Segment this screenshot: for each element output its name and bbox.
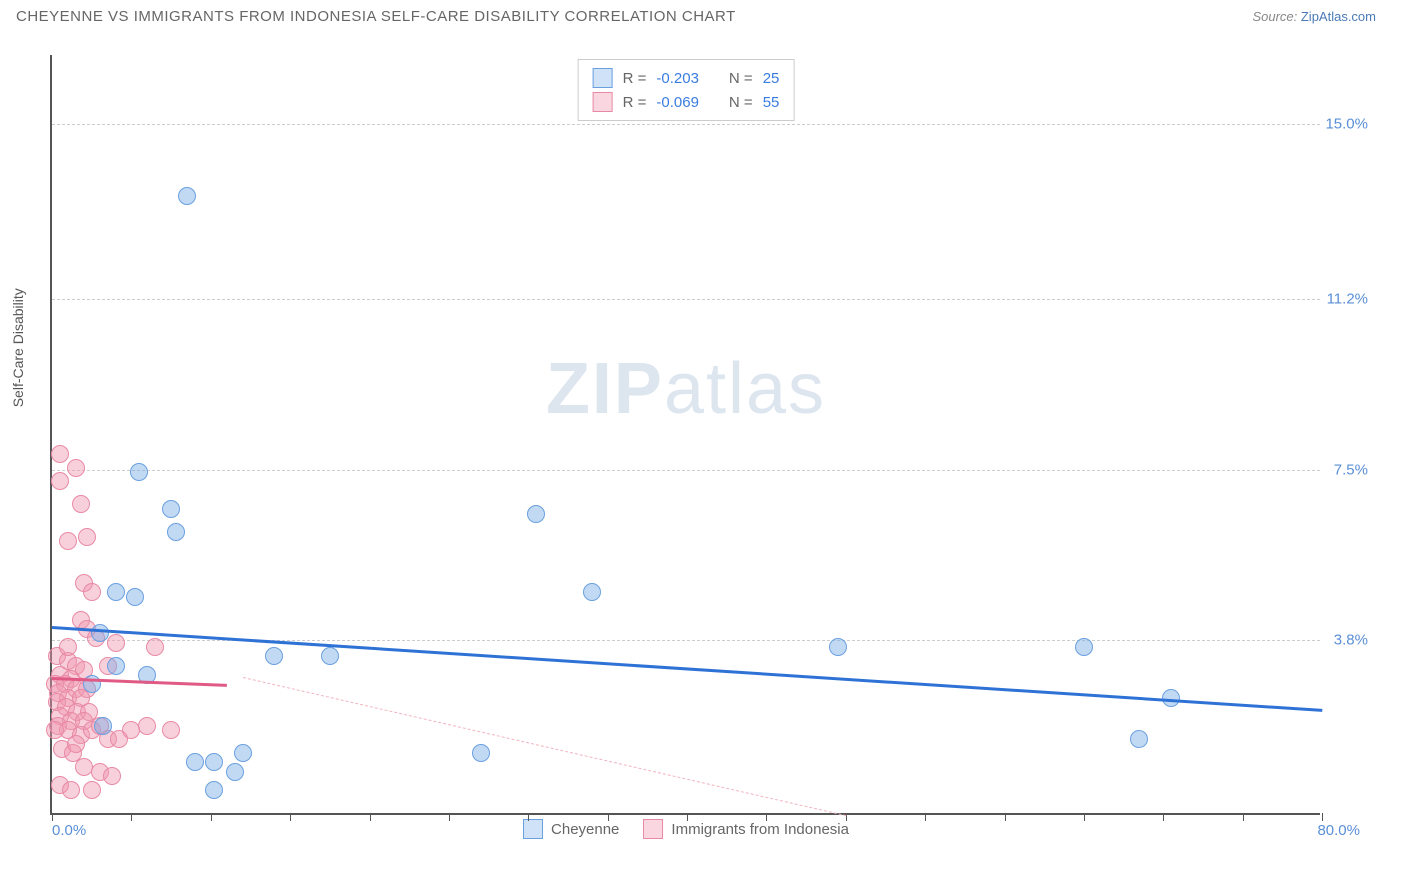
data-point-indonesia <box>83 781 101 799</box>
legend-item-cheyenne: Cheyenne <box>523 819 619 839</box>
trend-line-dashed <box>242 677 845 816</box>
n-label: N = <box>729 70 753 87</box>
data-point-cheyenne <box>178 187 196 205</box>
series-legend: Cheyenne Immigrants from Indonesia <box>523 819 849 839</box>
source-attribution: Source: ZipAtlas.com <box>1252 9 1376 24</box>
data-point-cheyenne <box>205 753 223 771</box>
y-tick-label: 3.8% <box>1334 631 1368 648</box>
chart-header: CHEYENNE VS IMMIGRANTS FROM INDONESIA SE… <box>0 0 1406 33</box>
data-point-cheyenne <box>321 647 339 665</box>
watermark-atlas: atlas <box>664 349 826 429</box>
x-origin-label: 0.0% <box>52 822 86 839</box>
x-tick <box>1322 813 1323 821</box>
data-point-cheyenne <box>107 657 125 675</box>
data-point-indonesia <box>62 781 80 799</box>
stats-row-cheyenne: R = -0.203 N = 25 <box>593 66 780 90</box>
data-point-cheyenne <box>527 505 545 523</box>
gridline <box>52 299 1320 300</box>
data-point-indonesia <box>51 445 69 463</box>
data-point-cheyenne <box>472 744 490 762</box>
data-point-cheyenne <box>234 744 252 762</box>
y-tick-label: 11.2% <box>1327 291 1368 308</box>
x-tick <box>131 813 132 821</box>
data-point-indonesia <box>107 634 125 652</box>
y-tick-label: 15.0% <box>1325 116 1368 133</box>
chart-title: CHEYENNE VS IMMIGRANTS FROM INDONESIA SE… <box>16 8 736 25</box>
x-tick <box>528 813 529 821</box>
data-point-indonesia <box>72 495 90 513</box>
data-point-indonesia <box>103 767 121 785</box>
data-point-cheyenne <box>186 753 204 771</box>
y-axis-label: Self-Care Disability <box>10 288 26 407</box>
chart-area: Self-Care Disability ZIPatlas R = -0.203… <box>50 55 1360 815</box>
data-point-cheyenne <box>1130 730 1148 748</box>
data-point-cheyenne <box>167 523 185 541</box>
x-max-label: 80.0% <box>1317 822 1360 839</box>
x-tick <box>290 813 291 821</box>
n-value-indonesia: 55 <box>763 94 780 111</box>
swatch-indonesia <box>593 92 613 112</box>
x-tick <box>1005 813 1006 821</box>
data-point-indonesia <box>59 532 77 550</box>
data-point-indonesia <box>78 528 96 546</box>
data-point-cheyenne <box>265 647 283 665</box>
x-tick <box>766 813 767 821</box>
data-point-cheyenne <box>91 624 109 642</box>
watermark: ZIPatlas <box>546 348 826 430</box>
data-point-cheyenne <box>205 781 223 799</box>
data-point-cheyenne <box>226 763 244 781</box>
data-point-cheyenne <box>162 500 180 518</box>
n-value-cheyenne: 25 <box>763 70 780 87</box>
x-tick <box>211 813 212 821</box>
x-tick <box>687 813 688 821</box>
r-label: R = <box>623 94 647 111</box>
data-point-cheyenne <box>130 463 148 481</box>
data-point-cheyenne <box>94 717 112 735</box>
data-point-indonesia <box>46 721 64 739</box>
x-tick <box>925 813 926 821</box>
data-point-cheyenne <box>829 638 847 656</box>
x-tick <box>449 813 450 821</box>
data-point-indonesia <box>67 735 85 753</box>
legend-label-cheyenne: Cheyenne <box>551 821 619 838</box>
data-point-indonesia <box>51 472 69 490</box>
source-link[interactable]: ZipAtlas.com <box>1301 9 1376 24</box>
legend-label-indonesia: Immigrants from Indonesia <box>671 821 849 838</box>
x-tick <box>370 813 371 821</box>
data-point-cheyenne <box>107 583 125 601</box>
source-prefix: Source: <box>1252 9 1300 24</box>
data-point-indonesia <box>59 638 77 656</box>
plot-region: ZIPatlas R = -0.203 N = 25 R = -0.069 N … <box>50 55 1320 815</box>
n-label: N = <box>729 94 753 111</box>
data-point-cheyenne <box>126 588 144 606</box>
x-tick <box>608 813 609 821</box>
swatch-cheyenne <box>523 819 543 839</box>
x-tick <box>1163 813 1164 821</box>
data-point-indonesia <box>83 583 101 601</box>
r-value-cheyenne: -0.203 <box>656 70 699 87</box>
y-tick-label: 7.5% <box>1334 461 1368 478</box>
data-point-cheyenne <box>1075 638 1093 656</box>
gridline <box>52 124 1320 125</box>
stats-legend: R = -0.203 N = 25 R = -0.069 N = 55 <box>578 59 795 121</box>
watermark-zip: ZIP <box>546 349 664 429</box>
data-point-cheyenne <box>583 583 601 601</box>
stats-row-indonesia: R = -0.069 N = 55 <box>593 90 780 114</box>
data-point-indonesia <box>146 638 164 656</box>
gridline <box>52 470 1320 471</box>
x-tick <box>52 813 53 821</box>
r-value-indonesia: -0.069 <box>656 94 699 111</box>
legend-item-indonesia: Immigrants from Indonesia <box>643 819 849 839</box>
swatch-cheyenne <box>593 68 613 88</box>
data-point-indonesia <box>138 717 156 735</box>
swatch-indonesia <box>643 819 663 839</box>
x-tick <box>1084 813 1085 821</box>
data-point-indonesia <box>67 459 85 477</box>
r-label: R = <box>623 70 647 87</box>
x-tick <box>1243 813 1244 821</box>
data-point-indonesia <box>162 721 180 739</box>
